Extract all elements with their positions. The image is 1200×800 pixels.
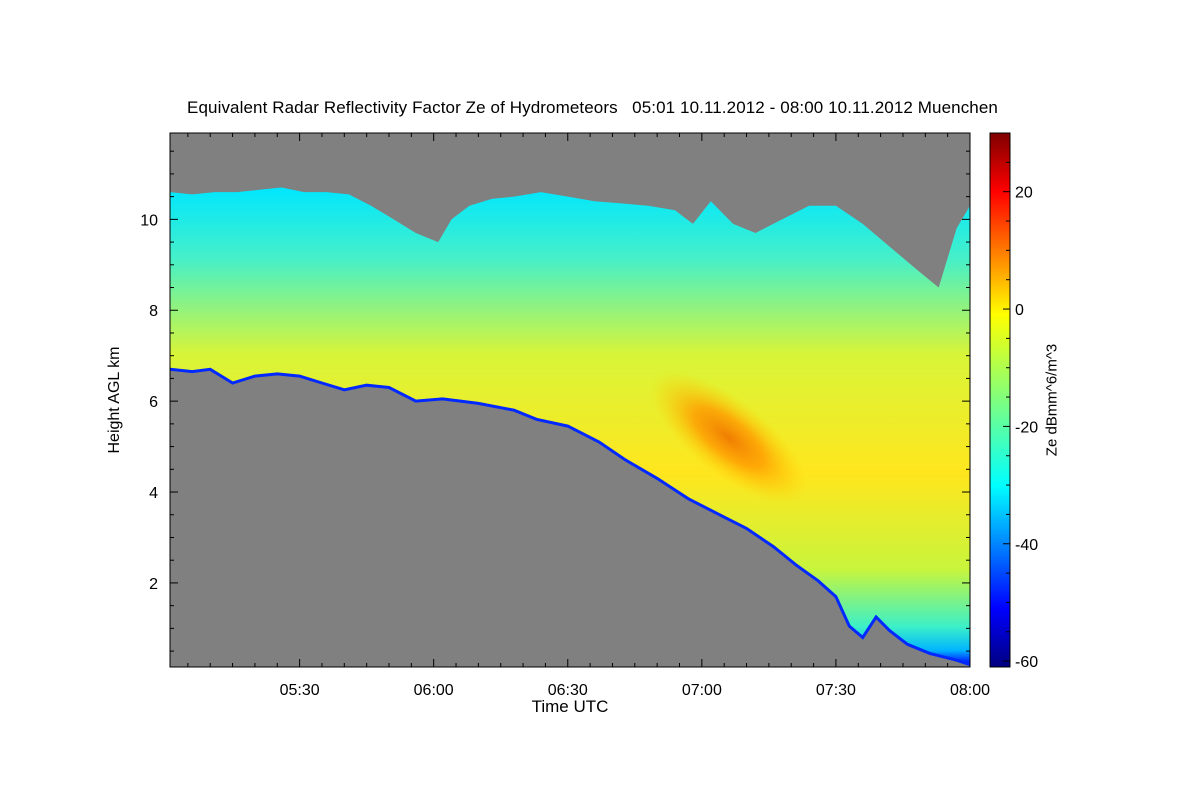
y-tick-label: 8 xyxy=(149,303,158,320)
colorbar-tick-label: -60 xyxy=(1015,654,1038,671)
y-tick-label: 2 xyxy=(149,576,158,593)
x-tick-label: 07:30 xyxy=(816,682,856,699)
colorbar-tick-label: 20 xyxy=(1015,185,1033,202)
chart-title: Equivalent Radar Reflectivity Factor Ze … xyxy=(187,98,998,117)
echo-base-edge xyxy=(170,367,970,667)
plot-frame xyxy=(169,132,971,668)
colorbar-tick-label: -40 xyxy=(1015,537,1038,554)
x-tick-label: 07:00 xyxy=(682,682,722,699)
colorbar-axis: 20 0 -20 -40 -60 xyxy=(1003,132,1038,671)
y-tick-label: 10 xyxy=(140,212,158,229)
x-axis: 05:30 06:00 06:30 07:00 07:30 08:00 xyxy=(187,133,990,699)
reflectivity-core xyxy=(650,371,808,504)
x-axis-label: Time UTC xyxy=(531,697,609,716)
colorbar-label: Ze dBmm^6/m^3 xyxy=(1043,343,1061,457)
colorbar xyxy=(989,132,1011,668)
x-tick-label: 05:30 xyxy=(280,682,320,699)
echo-layer xyxy=(170,187,970,667)
colorbar-tick-label: -20 xyxy=(1015,419,1038,436)
y-axis: 2 4 6 8 10 xyxy=(140,150,970,652)
y-tick-label: 6 xyxy=(149,394,158,411)
x-tick-label: 06:30 xyxy=(548,682,588,699)
x-tick-label: 06:00 xyxy=(414,682,454,699)
colorbar-tick-label: 0 xyxy=(1015,302,1024,319)
y-tick-label: 4 xyxy=(149,485,158,502)
y-axis-label: Height AGL km xyxy=(106,346,123,454)
x-tick-label: 08:00 xyxy=(950,682,990,699)
